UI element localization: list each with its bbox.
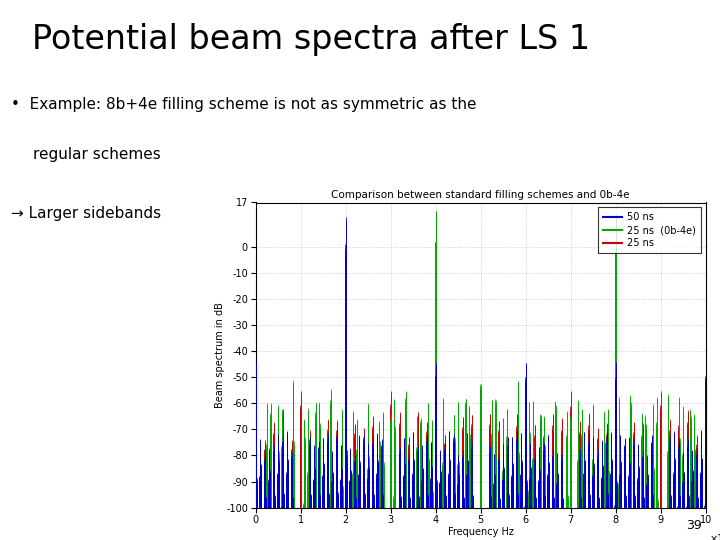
Text: regular schemes: regular schemes [32,147,161,162]
Title: Comparison between standard filling schemes and 0b-4e: Comparison between standard filling sche… [331,190,630,200]
Legend: 50 ns, 25 ns  (0b-4e), 25 ns: 50 ns, 25 ns (0b-4e), 25 ns [598,207,701,253]
Text: Potential beam spectra after LS 1: Potential beam spectra after LS 1 [32,23,590,56]
X-axis label: Frequency Hz: Frequency Hz [448,526,513,537]
Text: •  Example: 8b+4e filling scheme is not as symmetric as the: • Example: 8b+4e filling scheme is not a… [11,97,477,112]
Text: → Larger sidebands: → Larger sidebands [11,206,161,221]
Text: 39: 39 [686,519,702,532]
Text: ×10⁷: ×10⁷ [710,534,720,540]
Y-axis label: Beam spectrum in dB: Beam spectrum in dB [215,302,225,408]
